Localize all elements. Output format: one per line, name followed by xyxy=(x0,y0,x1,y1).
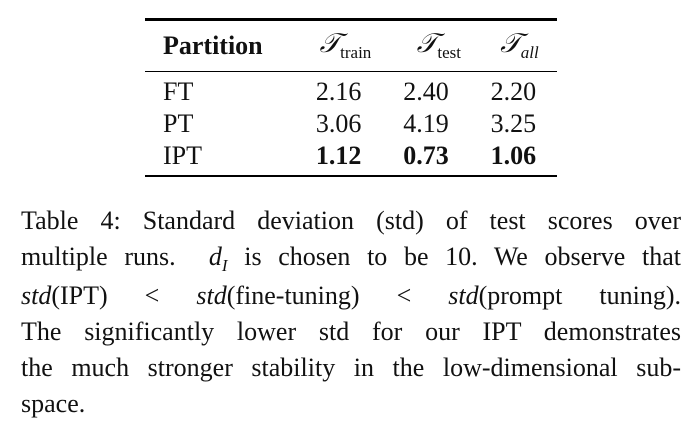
caption-line-5: the much stronger stability in the low-d… xyxy=(21,353,681,382)
caption-line-3: std(IPT) < std(fine-tuning) < std(prompt… xyxy=(21,281,681,310)
row-label: IPT xyxy=(163,140,202,170)
partition-header: Partition xyxy=(163,30,263,60)
cell-all: 1.06 xyxy=(490,140,537,170)
cell-test: 2.40 xyxy=(403,76,449,106)
table-header-row: Partition 𝒯train 𝒯test 𝒯all xyxy=(145,21,557,71)
train-header: 𝒯train xyxy=(319,28,372,62)
table-row-ipt: IPT 1.12 0.73 1.06 xyxy=(145,140,557,175)
row-label: PT xyxy=(163,108,194,138)
row-label: FT xyxy=(163,76,194,106)
all-header: 𝒯all xyxy=(500,28,539,62)
top-rule xyxy=(145,18,557,21)
test-header: 𝒯test xyxy=(416,28,461,62)
cell-train: 1.12 xyxy=(315,140,362,170)
cell-all: 2.20 xyxy=(490,76,537,106)
caption-line-6: space. xyxy=(21,389,86,418)
cell-train: 3.06 xyxy=(315,108,362,138)
results-table: Partition 𝒯train 𝒯test 𝒯all FT 2.16 2.40… xyxy=(145,18,557,178)
table-row-ft: FT 2.16 2.40 2.20 xyxy=(145,72,557,108)
caption-line-4: The significantly lower std for our IPT … xyxy=(21,317,681,346)
dim-variable: d xyxy=(208,242,222,271)
bottom-rule xyxy=(145,174,557,178)
cell-train: 2.16 xyxy=(315,76,362,106)
mid-rule xyxy=(145,70,557,72)
caption-line-1: Table 4: Standard deviation (std) of tes… xyxy=(21,206,681,235)
table-row-pt: PT 3.06 4.19 3.25 xyxy=(145,108,557,140)
caption-line-2: multiple runs. dI is chosen to be 10. We… xyxy=(21,242,681,275)
cell-test: 0.73 xyxy=(403,140,449,170)
table-caption: Table 4: Standard deviation (std) of tes… xyxy=(21,203,681,422)
cell-test: 4.19 xyxy=(403,108,449,138)
cell-all: 3.25 xyxy=(490,108,537,138)
